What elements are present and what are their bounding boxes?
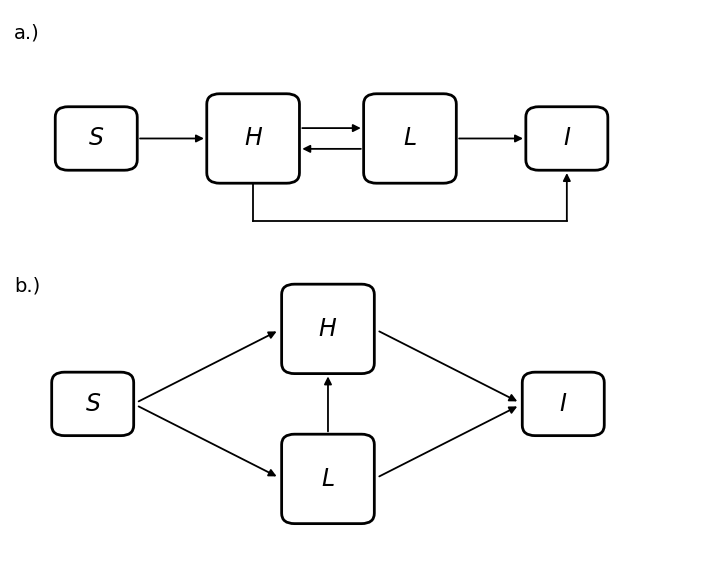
Text: a.): a.) (14, 23, 40, 42)
FancyBboxPatch shape (282, 284, 374, 374)
Text: $\it{I}$: $\it{I}$ (559, 392, 568, 416)
FancyBboxPatch shape (282, 434, 374, 524)
Text: $\it{L}$: $\it{L}$ (403, 126, 417, 151)
Text: $\it{L}$: $\it{L}$ (321, 467, 335, 491)
Text: $\it{I}$: $\it{I}$ (563, 126, 571, 151)
FancyBboxPatch shape (525, 107, 607, 170)
FancyBboxPatch shape (56, 107, 137, 170)
FancyBboxPatch shape (207, 93, 299, 183)
FancyBboxPatch shape (364, 93, 456, 183)
Text: $\it{H}$: $\it{H}$ (244, 126, 262, 151)
Text: $\it{S}$: $\it{S}$ (88, 126, 104, 151)
Text: $\it{H}$: $\it{H}$ (319, 317, 337, 341)
FancyBboxPatch shape (522, 372, 605, 436)
Text: b.): b.) (14, 277, 41, 296)
FancyBboxPatch shape (52, 372, 134, 436)
Text: $\it{S}$: $\it{S}$ (85, 392, 101, 416)
